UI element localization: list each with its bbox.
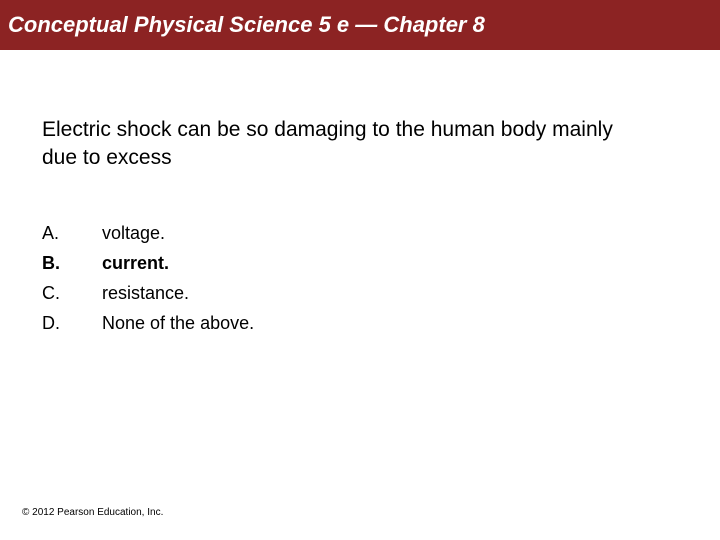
slide: Conceptual Physical Science 5 e — Chapte…	[0, 0, 720, 540]
choice-text: voltage.	[102, 218, 254, 248]
answer-choices: A. voltage. B. current. C. resistance. D…	[42, 218, 254, 338]
choice-row: D. None of the above.	[42, 308, 254, 338]
choice-text: None of the above.	[102, 308, 254, 338]
choice-label: C.	[42, 278, 102, 308]
choice-text: resistance.	[102, 278, 254, 308]
header-title: Conceptual Physical Science 5 e — Chapte…	[8, 12, 485, 38]
choice-row: B. current.	[42, 248, 254, 278]
choice-row: A. voltage.	[42, 218, 254, 248]
choices-table: A. voltage. B. current. C. resistance. D…	[42, 218, 254, 338]
choice-label: D.	[42, 308, 102, 338]
choice-text: current.	[102, 248, 254, 278]
choice-row: C. resistance.	[42, 278, 254, 308]
choice-label: B.	[42, 248, 102, 278]
header-bar: Conceptual Physical Science 5 e — Chapte…	[0, 0, 720, 50]
question-text: Electric shock can be so damaging to the…	[42, 116, 642, 172]
copyright-footer: © 2012 Pearson Education, Inc.	[22, 507, 163, 518]
choice-label: A.	[42, 218, 102, 248]
